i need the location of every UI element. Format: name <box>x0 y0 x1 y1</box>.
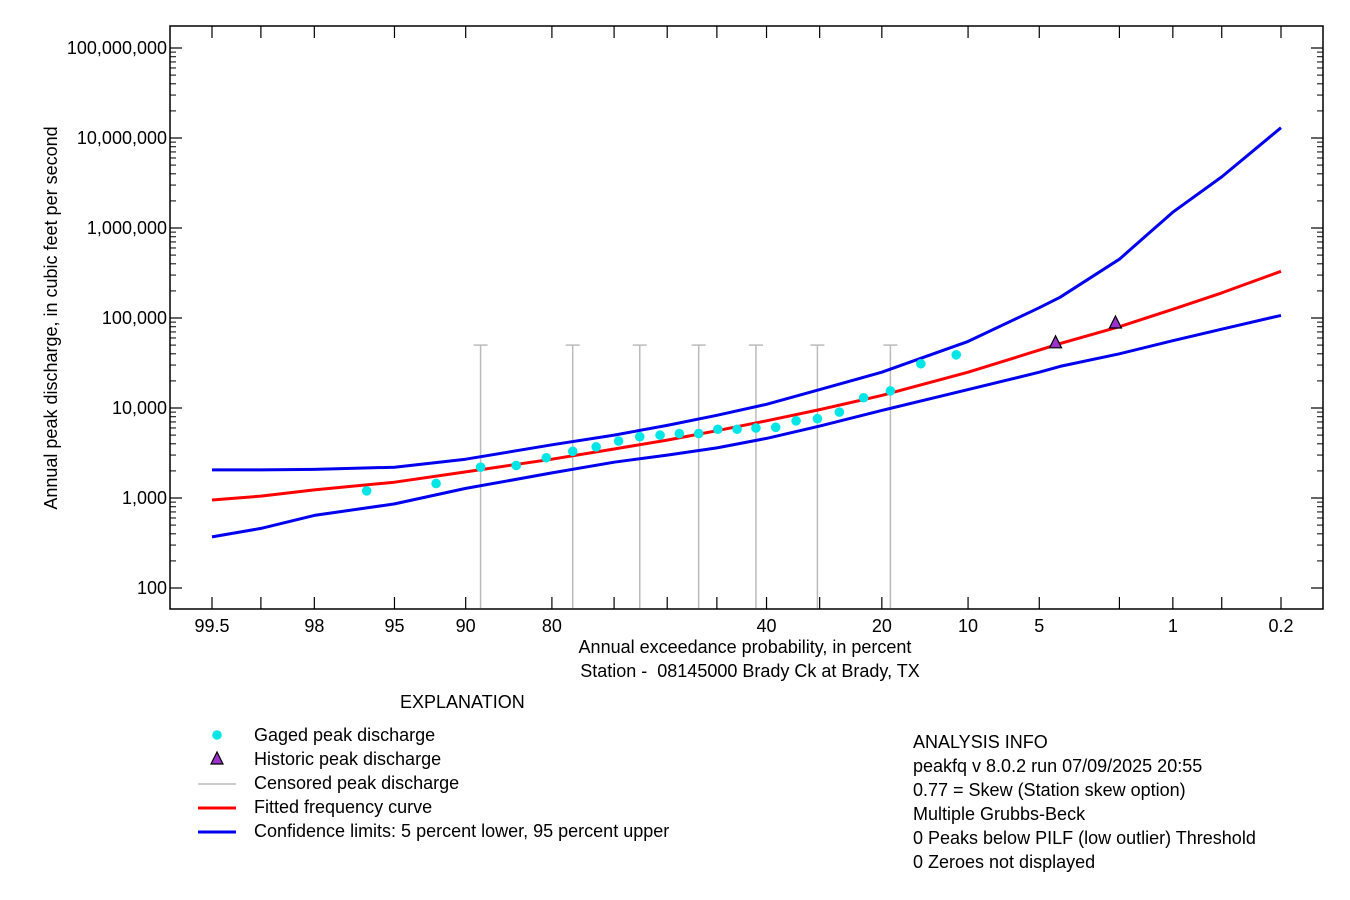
y-tick-label: 10,000,000 <box>77 128 167 148</box>
gaged-peak-point <box>693 428 704 439</box>
legend-item: Historic peak discharge <box>190 748 810 772</box>
x-tick-label: 0.2 <box>1268 616 1293 636</box>
x-tick-label: 95 <box>384 616 404 636</box>
gaged-peak-point <box>732 424 742 435</box>
gaged-peak-point <box>713 424 723 435</box>
gaged-peak-point <box>751 423 761 433</box>
axes-layer: 99.5 98 95 90 80 40 20 10 5 1 0.2 100 1,000 10,000 100… <box>67 26 1323 636</box>
gaged-peak-point <box>674 428 685 439</box>
legend-dot-icon <box>212 730 222 740</box>
legend-item-label: Censored peak discharge <box>254 773 460 793</box>
gaged-peak-point <box>567 446 578 457</box>
gaged-peak-point <box>634 431 645 442</box>
points-layer <box>361 314 1123 496</box>
y-tick-label: 1,000 <box>122 488 167 508</box>
gaged-peak-point <box>812 413 823 424</box>
confidence-limit-curve <box>211 313 1282 539</box>
legend-item-label: Gaged peak discharge <box>254 725 436 745</box>
analysis-info-title: ANALYSIS INFO <box>913 732 1048 752</box>
legend-symbol <box>198 783 236 785</box>
historic-peak-triangle <box>1048 334 1063 349</box>
fitted-frequency-curve <box>211 269 1282 502</box>
gaged-peak-point <box>591 442 601 452</box>
y-axis-label: Annual peak discharge, in cubic feet per… <box>41 126 61 509</box>
curves-layer <box>211 126 1282 539</box>
gaged-peak-point <box>613 436 624 446</box>
confidence-limit-curve <box>212 126 1282 472</box>
gaged-peak-point <box>791 416 801 426</box>
y-tick-label: 10,000 <box>112 398 167 418</box>
analysis-info: ANALYSIS INFO peakfq v 8.0.2 run 07/09/2… <box>913 730 1256 874</box>
gaged-peak-point <box>770 422 781 433</box>
analysis-info-line: 0 Peaks below PILF (low outlier) Thresho… <box>913 828 1256 848</box>
gaged-peak-point <box>431 478 441 489</box>
x-tick-label: 1 <box>1168 616 1178 636</box>
x-tick-label: 5 <box>1034 616 1044 636</box>
x-tick-label: 98 <box>304 616 324 636</box>
analysis-info-line: 0.77 = Skew (Station skew option) <box>913 780 1186 800</box>
legend-title: EXPLANATION <box>400 692 525 712</box>
gaged-peak-point <box>511 460 522 471</box>
x-tick-label: 40 <box>757 616 777 636</box>
legend-triangle-icon <box>210 750 224 765</box>
gaged-peak-point <box>361 486 372 496</box>
x-axis-label: Annual exceedance probability, in percen… <box>579 637 912 657</box>
historic-peak-triangle <box>1108 314 1123 329</box>
gaged-peak-point <box>541 452 552 463</box>
x-tick-label: 90 <box>456 616 476 636</box>
x-tick-label: 20 <box>872 616 892 636</box>
y-tick-label: 100,000,000 <box>67 38 167 58</box>
legend-symbol <box>198 806 236 810</box>
x-tick-label: 10 <box>958 616 978 636</box>
legend-symbol <box>198 830 236 834</box>
gaged-peak-point <box>834 407 845 417</box>
gaged-peak-point <box>885 386 896 396</box>
x-tick-label: 99.5 <box>194 616 229 636</box>
gaged-peak-point <box>951 350 962 360</box>
gaged-peak-point <box>655 430 665 440</box>
legend-symbol <box>212 730 222 740</box>
analysis-info-line: peakfq v 8.0.2 run 07/09/2025 20:55 <box>913 756 1203 776</box>
station-subtitle: Station - 08145000 Brady Ck at Brady, TX <box>580 661 920 681</box>
legend-item-label: Historic peak discharge <box>254 749 442 769</box>
analysis-info-line: 0 Zeroes not displayed <box>913 852 1096 872</box>
gaged-peak-point <box>858 392 869 403</box>
gaged-peak-point <box>475 462 486 472</box>
frequency-chart: 99.5 98 95 90 80 40 20 10 5 1 0.2 100 1,000 10,000 100… <box>41 25 1324 681</box>
legend-item-label: Confidence limits: 5 percent lower, 95 p… <box>254 821 670 841</box>
legend-item: Censored peak discharge <box>190 772 810 796</box>
legend-item: Fitted frequency curve <box>190 796 810 820</box>
legend-item: Gaged peak discharge <box>190 724 810 748</box>
legend-item-label: Fitted frequency curve <box>254 797 433 817</box>
analysis-info-line: Multiple Grubbs-Beck <box>913 804 1086 824</box>
y-tick-label: 100,000 <box>102 308 167 328</box>
y-tick-label: 1,000,000 <box>87 218 167 238</box>
x-tick-label: 80 <box>542 616 562 636</box>
y-tick-label: 100 <box>137 578 167 598</box>
legend-item: Confidence limits: 5 percent lower, 95 p… <box>190 820 810 844</box>
legend-symbol <box>210 750 224 765</box>
gaged-peak-point <box>916 358 926 369</box>
